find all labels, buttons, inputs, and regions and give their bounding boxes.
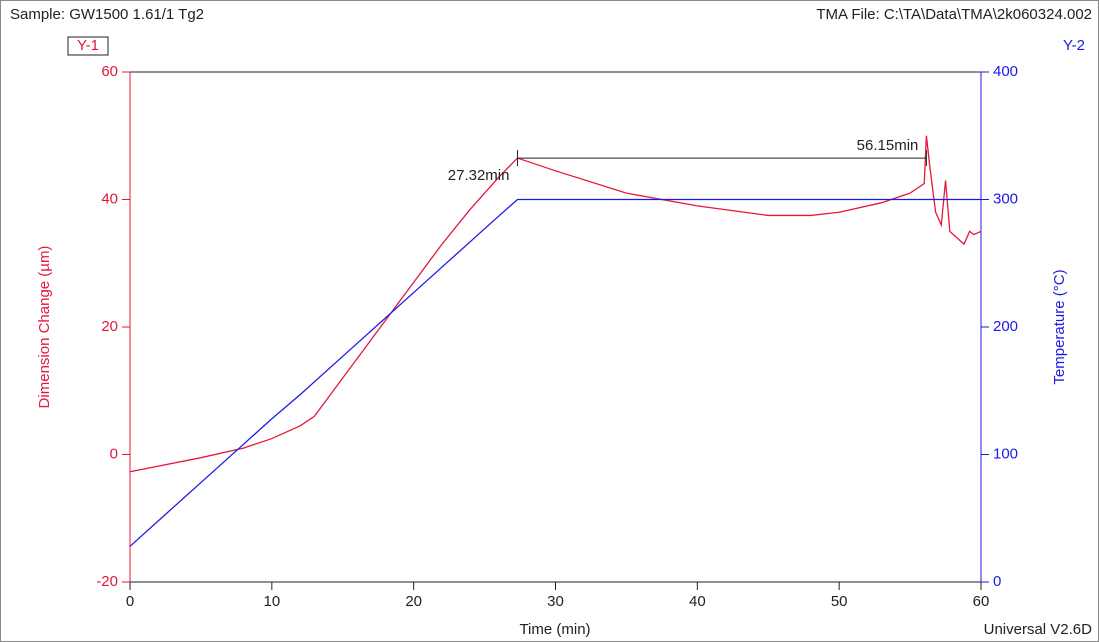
file-label: TMA File: C:\TA\Data\TMA\2k060324.002 bbox=[816, 6, 1092, 23]
x-tick-label: 10 bbox=[263, 593, 280, 610]
annotation-label: 27.32min bbox=[448, 167, 510, 184]
y-tick-label: 60 bbox=[101, 63, 118, 80]
x-tick-label: 20 bbox=[405, 593, 422, 610]
footer: Universal V2.6D bbox=[984, 621, 1093, 638]
y-axis-title: Dimension Change (µm) bbox=[36, 246, 53, 409]
y-tick-label: -20 bbox=[96, 573, 118, 590]
x-axis-title: Time (min) bbox=[519, 621, 590, 638]
y2-tick-label: 200 bbox=[993, 318, 1018, 335]
y2-tick-label: 400 bbox=[993, 63, 1018, 80]
y2-axis-tag: Y-2 bbox=[1063, 37, 1085, 54]
annotation-label: 56.15min bbox=[857, 137, 919, 154]
y-axis-tag: Y-1 bbox=[77, 37, 99, 54]
y2-tick-label: 100 bbox=[993, 445, 1018, 462]
series-line bbox=[129, 198, 981, 547]
series-line bbox=[129, 135, 982, 473]
chart-title: Sample: GW1500 1.61/1 Tg2 bbox=[10, 6, 204, 23]
x-tick-label: 60 bbox=[973, 593, 990, 610]
x-tick-label: 0 bbox=[126, 593, 134, 610]
x-tick-label: 50 bbox=[831, 593, 848, 610]
y-tick-label: 40 bbox=[101, 190, 118, 207]
y2-tick-label: 0 bbox=[993, 573, 1001, 590]
y-tick-label: 0 bbox=[110, 445, 118, 462]
y2-tick-label: 300 bbox=[993, 190, 1018, 207]
x-tick-label: 30 bbox=[547, 593, 564, 610]
y2-axis-title: Temperature (°C) bbox=[1051, 269, 1068, 384]
y-tick-label: 20 bbox=[101, 318, 118, 335]
x-tick-label: 40 bbox=[689, 593, 706, 610]
y-tag-box bbox=[67, 36, 109, 56]
